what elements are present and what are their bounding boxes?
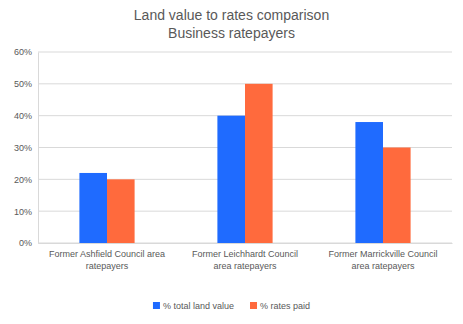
- x-tick: Former Marrickville Council area ratepaye…: [328, 243, 437, 271]
- y-tick: 60%: [14, 47, 38, 57]
- chart: Land value to rates comparison Business r…: [0, 0, 463, 324]
- y-tick-label: 40%: [14, 111, 32, 121]
- bar: [217, 116, 245, 243]
- legend-label: % total land value: [163, 301, 234, 311]
- y-tick-label: 20%: [14, 175, 32, 185]
- x-tick-label-line: area ratepayers: [213, 261, 277, 271]
- bar: [383, 148, 411, 244]
- x-tick-label-line: Former Marrickville Council: [328, 249, 437, 259]
- legend-label: % rates paid: [260, 301, 310, 311]
- x-tick-label: Former Ashfield Council area ratepayers: [49, 249, 165, 270]
- y-tick: 30%: [14, 143, 38, 153]
- background: [0, 0, 463, 324]
- y-tick: 10%: [14, 207, 38, 217]
- bar: [355, 122, 383, 243]
- x-tick-label: Former Leichhardt Council area ratepayers: [192, 249, 298, 270]
- x-tick-label-line: ratepayers: [86, 261, 129, 271]
- x-axis-line: [39, 243, 453, 244]
- y-tick-label: 10%: [14, 207, 32, 217]
- x-axis: Former Ashfield Council arearatepayersFo…: [39, 243, 453, 271]
- x-tick-label: Former Marrickville Council area ratepaye…: [328, 249, 437, 270]
- series: [107, 84, 411, 243]
- y-tick: 20%: [14, 175, 38, 185]
- y-tick-label: 0%: [19, 238, 32, 248]
- title: Land value to rates comparison: [134, 7, 329, 23]
- legend-swatch: [153, 302, 160, 309]
- x-tick-label-line: Former Leichhardt Council: [192, 249, 298, 259]
- legend-item: % total land value: [153, 301, 234, 311]
- bars: [79, 84, 410, 243]
- y-tick: 50%: [14, 79, 38, 89]
- y-tick: 0%: [19, 238, 38, 248]
- series: [79, 116, 383, 243]
- grid: [38, 52, 452, 243]
- y-axis-line: [38, 53, 39, 244]
- y-tick: 40%: [14, 111, 38, 121]
- bar: [245, 84, 273, 243]
- subtitle: Business ratepayers: [168, 25, 295, 41]
- legend: % total land value % rates paid: [153, 301, 310, 311]
- x-tick: Former Leichhardt Council area ratepayers: [192, 243, 298, 271]
- legend-swatch: [250, 302, 257, 309]
- y-tick-label: 50%: [14, 79, 32, 89]
- x-tick-label-line: area ratepayers: [351, 261, 415, 271]
- grid-line: [38, 52, 452, 53]
- legend-item: % rates paid: [250, 301, 310, 311]
- y-tick-label: 60%: [14, 47, 32, 57]
- bar: [107, 179, 135, 243]
- x-tick-label-line: Former Ashfield Council area: [49, 249, 165, 259]
- y-tick-label: 30%: [14, 143, 32, 153]
- bar: [79, 173, 107, 243]
- x-tick: Former Ashfield Council area ratepayers: [49, 243, 165, 271]
- y-axis: 0% 10% 20% 30% 40% 50% 60%: [14, 47, 39, 248]
